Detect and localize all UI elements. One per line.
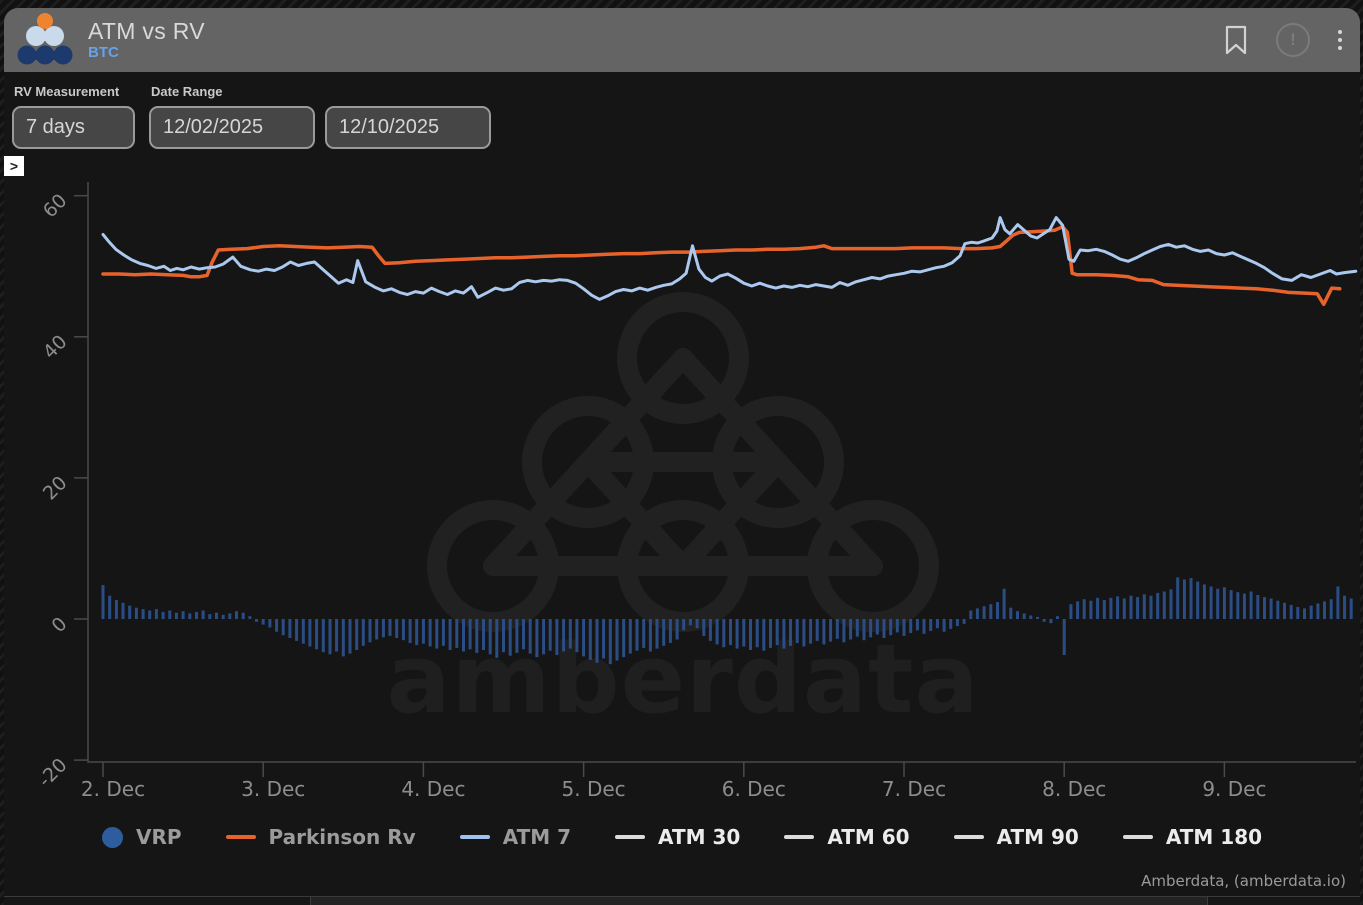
- legend-label-atm-30: ATM 30: [658, 825, 741, 849]
- page-title: ATM vs RV: [88, 18, 205, 44]
- legend-item-atm-30[interactable]: ATM 30: [615, 825, 740, 849]
- watermark-logo: [427, 292, 939, 632]
- header-actions: !: [1224, 23, 1342, 57]
- svg-text:2. Dec: 2. Dec: [81, 777, 145, 801]
- svg-text:40: 40: [39, 331, 72, 364]
- legend-label-atm-60: ATM 60: [827, 825, 910, 849]
- sidebar-expand-button[interactable]: >: [4, 156, 24, 176]
- legend-marker-atm-180: [1122, 835, 1153, 839]
- line-atm-7: [101, 216, 1358, 301]
- date-from-input[interactable]: [149, 106, 315, 149]
- scrollbar-thumb[interactable]: [310, 897, 1208, 905]
- svg-text:3. Dec: 3. Dec: [241, 777, 305, 801]
- bookmark-icon: [1225, 25, 1247, 55]
- legend-item-atm-60[interactable]: ATM 60: [784, 825, 910, 849]
- title-block: ATM vs RV BTC: [88, 18, 205, 62]
- svg-text:8. Dec: 8. Dec: [1042, 777, 1106, 801]
- chart-legend: VRP Parkinson Rv ATM 7 ATM 30 ATM 60 ATM 90 AT…: [4, 825, 1360, 849]
- asset-subtitle: BTC: [88, 44, 119, 61]
- svg-text:5. Dec: 5. Dec: [562, 777, 626, 801]
- date-range-group: Date Range: [149, 84, 491, 149]
- vrp-bars: [101, 577, 1353, 665]
- header-bar: ATM vs RV BTC !: [4, 8, 1360, 72]
- legend-marker-atm-90: [953, 835, 984, 839]
- rv-measurement-group: RV Measurement: [12, 84, 135, 149]
- info-icon: !: [1276, 23, 1310, 57]
- info-button[interactable]: !: [1276, 23, 1310, 57]
- svg-text:6. Dec: 6. Dec: [722, 777, 786, 801]
- legend-label-atm-7: ATM 7: [502, 825, 572, 849]
- legend-item-atm-90[interactable]: ATM 90: [953, 825, 1079, 849]
- widget-panel: ATM vs RV BTC ! RV Measurement Date Rang…: [4, 8, 1360, 905]
- svg-text:7. Dec: 7. Dec: [882, 777, 946, 801]
- svg-text:0: 0: [47, 613, 71, 637]
- bookmark-button[interactable]: [1224, 25, 1248, 55]
- date-range-label: Date Range: [151, 84, 223, 99]
- legend-marker-atm-7: [459, 835, 490, 839]
- legend-label-atm-90: ATM 90: [996, 825, 1079, 849]
- legend-marker-atm-60: [784, 835, 815, 839]
- line-parkinson-rv: [101, 224, 1342, 307]
- legend-marker-vrp: [101, 826, 123, 848]
- svg-text:9. Dec: 9. Dec: [1202, 777, 1266, 801]
- legend-label-parkinson-rv: Parkinson Rv: [268, 825, 416, 849]
- watermark-text: amberdata: [386, 625, 979, 735]
- svg-text:4. Dec: 4. Dec: [401, 777, 465, 801]
- attribution-text: Amberdata, (amberdata.io): [1141, 872, 1346, 890]
- rv-measurement-label: RV Measurement: [14, 84, 120, 99]
- controls-bar: RV Measurement Date Range: [4, 72, 1360, 149]
- legend-marker-parkinson-rv: [225, 835, 256, 839]
- legend-label-atm-180: ATM 180: [1165, 825, 1263, 849]
- amberdata-logo-icon: [17, 13, 73, 65]
- legend-label-vrp: VRP: [135, 825, 182, 849]
- legend-item-atm-7[interactable]: ATM 7: [459, 825, 572, 849]
- svg-text:-20: -20: [34, 754, 72, 792]
- legend-item-parkinson-rv[interactable]: Parkinson Rv: [225, 825, 416, 849]
- horizontal-scrollbar[interactable]: [4, 896, 1360, 905]
- svg-text:20: 20: [39, 472, 72, 505]
- rv-measurement-select[interactable]: [12, 106, 135, 149]
- kebab-menu-icon: [1338, 30, 1342, 50]
- legend-item-vrp[interactable]: VRP: [101, 825, 182, 849]
- more-menu-button[interactable]: [1338, 30, 1342, 50]
- svg-text:60: 60: [39, 190, 72, 223]
- date-to-input[interactable]: [325, 106, 491, 149]
- legend-marker-atm-30: [615, 835, 646, 839]
- legend-item-atm-180[interactable]: ATM 180: [1122, 825, 1263, 849]
